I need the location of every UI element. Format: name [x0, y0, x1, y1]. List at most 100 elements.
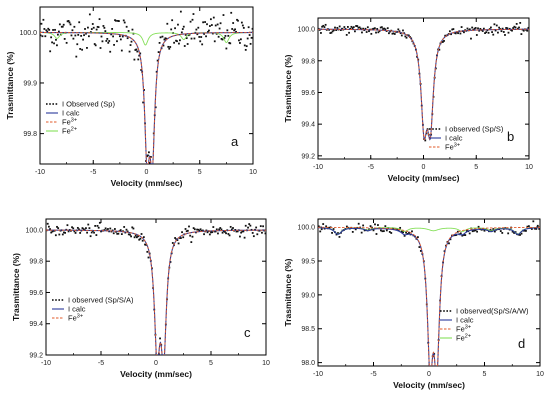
observed-point — [345, 225, 348, 228]
observed-point — [47, 225, 50, 228]
legend-label: I calc — [456, 316, 474, 325]
observed-point — [157, 51, 160, 54]
observed-point — [356, 25, 359, 27]
observed-point — [162, 44, 165, 47]
observed-point — [79, 48, 82, 50]
observed-point — [338, 25, 341, 28]
observed-point — [177, 242, 180, 245]
observed-point — [245, 45, 248, 48]
legend-label-superscript: 3+ — [71, 118, 77, 124]
observed-point — [56, 44, 58, 47]
observed-point — [222, 14, 225, 16]
observed-point — [456, 230, 459, 233]
observed-point — [386, 27, 389, 30]
observed-point — [402, 29, 404, 32]
panel-d: -10 -5 0 5 10 98.0 98.5 99.0 99.5 100.0 Velocity (… — [283, 218, 544, 390]
legend-label: I observed (Sp/S/A) — [68, 296, 134, 305]
observed-point — [81, 48, 84, 51]
observed-point — [120, 233, 123, 235]
observed-point — [49, 50, 52, 53]
observed-point — [324, 23, 327, 26]
observed-point — [335, 29, 338, 31]
x-axis-label: Velocity (mm/sec) — [111, 178, 183, 188]
observed-point — [523, 229, 526, 232]
observed-point — [134, 234, 137, 237]
observed-point — [363, 229, 366, 232]
x-tick-label: -10 — [35, 169, 45, 176]
observed-point — [138, 238, 141, 241]
observed-point — [498, 26, 501, 29]
observed-point — [411, 230, 413, 233]
observed-point — [220, 228, 223, 231]
observed-point — [473, 229, 476, 232]
observed-point — [256, 233, 259, 236]
observed-point — [454, 32, 457, 35]
observed-point — [212, 226, 215, 228]
observed-point — [348, 31, 350, 34]
observed-point — [139, 237, 142, 240]
observed-point — [506, 27, 509, 30]
observed-point — [477, 27, 479, 30]
observed-point — [513, 25, 516, 28]
observed-point — [209, 18, 212, 21]
observed-point — [364, 27, 367, 30]
observed-point — [483, 229, 486, 232]
observed-point — [147, 154, 149, 157]
panel-label: b — [507, 129, 514, 144]
observed-point — [68, 21, 71, 24]
observed-point — [321, 25, 324, 28]
observed-point — [392, 32, 395, 35]
x-axis-label: Velocity (mm/sec) — [393, 380, 465, 390]
observed-point — [389, 30, 391, 33]
observed-point — [135, 48, 138, 51]
observed-point — [484, 32, 486, 35]
observed-point — [110, 230, 113, 233]
observed-point — [142, 101, 145, 104]
observed-point — [67, 230, 70, 233]
observed-point — [322, 24, 325, 27]
observed-point — [112, 232, 115, 235]
observed-point — [71, 226, 73, 229]
observed-point — [488, 28, 491, 31]
observed-point — [104, 227, 107, 230]
observed-point — [189, 234, 192, 237]
observed-point — [212, 16, 215, 19]
observed-point — [241, 24, 244, 27]
observed-point — [366, 26, 369, 29]
observed-point — [82, 228, 85, 231]
observed-point — [164, 37, 167, 40]
observed-point — [514, 26, 517, 29]
observed-point — [176, 239, 179, 241]
observed-point — [345, 34, 348, 36]
observed-point — [199, 40, 202, 43]
observed-point — [357, 222, 360, 225]
observed-point — [134, 49, 137, 51]
observed-point — [127, 233, 130, 236]
observed-point — [471, 230, 474, 233]
observed-point — [126, 230, 129, 233]
observed-point — [220, 38, 223, 40]
observed-point — [330, 31, 333, 34]
observed-point — [187, 34, 190, 37]
observed-point — [471, 26, 474, 29]
observed-point — [108, 40, 111, 42]
x-tick-label: -5 — [370, 371, 376, 378]
observed-point — [357, 26, 360, 29]
observed-point — [129, 44, 132, 46]
observed-point — [370, 32, 373, 35]
observed-point — [51, 41, 54, 44]
observed-point — [385, 229, 388, 232]
observed-point — [103, 26, 106, 29]
observed-point — [230, 228, 233, 231]
observed-point — [74, 232, 77, 234]
observed-point — [50, 36, 53, 39]
observed-point — [67, 20, 70, 22]
x-tick-label: -10 — [313, 164, 323, 171]
legend-label-superscript: 3+ — [77, 314, 83, 320]
observed-point — [87, 26, 89, 29]
observed-point — [449, 238, 452, 241]
observed-point — [84, 28, 86, 30]
legend-label: I calc — [68, 305, 86, 314]
observed-point — [94, 225, 97, 227]
